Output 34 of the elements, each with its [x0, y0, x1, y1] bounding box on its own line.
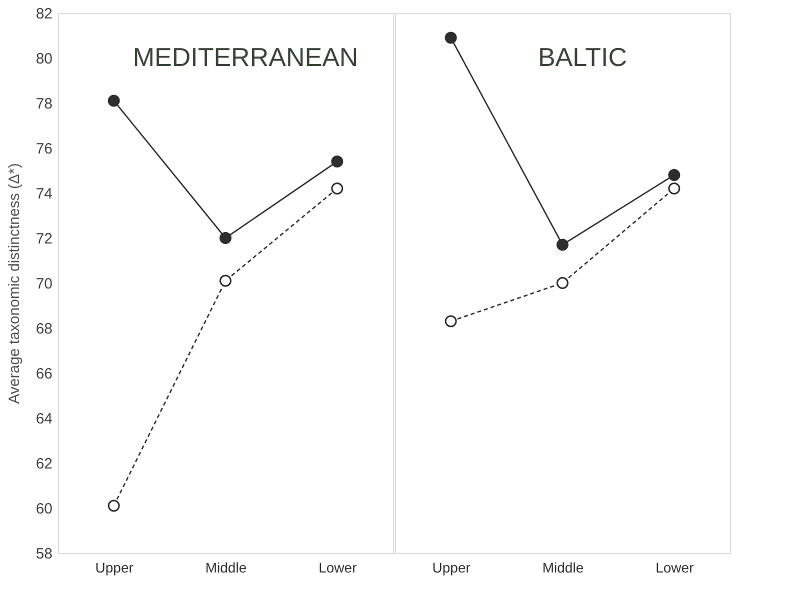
y-tick-label: 62	[36, 456, 52, 472]
y-tick-label: 58	[36, 546, 52, 562]
point	[444, 32, 457, 44]
x-tick-label: Middle	[205, 560, 247, 576]
point	[220, 232, 232, 244]
point	[108, 94, 120, 107]
point	[668, 182, 680, 194]
x-tick-label: Upper	[95, 560, 134, 576]
point	[220, 274, 232, 287]
point	[668, 169, 680, 181]
x-tick-label: Upper	[432, 560, 471, 576]
text: MEDITERRANEAN	[132, 42, 358, 72]
y-tick-label: 70	[36, 276, 52, 292]
x-tick-label: Lower	[656, 560, 694, 576]
point	[108, 500, 120, 512]
y-tick-label: 82	[36, 6, 52, 22]
y-tick-label: 60	[36, 500, 52, 518]
y-tick-label: 66	[36, 366, 52, 382]
y-axis-title: Average taxonomic distinctness (Δ*)	[6, 163, 23, 404]
x-tick-label: Middle	[542, 560, 584, 576]
point	[556, 277, 568, 289]
point	[331, 156, 344, 168]
text: BALTIC	[538, 42, 628, 72]
y-tick-label: 74	[36, 186, 52, 202]
x-tick-label: Lower	[318, 560, 358, 576]
point	[331, 182, 344, 194]
y-tick-label: 72	[36, 230, 52, 248]
point	[556, 238, 568, 251]
y-tick-label: 80	[36, 50, 52, 68]
y-tick-label: 68	[36, 320, 52, 338]
y-tick-label: 64	[36, 410, 52, 428]
y-tick-label: 76	[36, 140, 52, 158]
point	[444, 315, 457, 328]
y-tick-label: 78	[36, 96, 52, 112]
